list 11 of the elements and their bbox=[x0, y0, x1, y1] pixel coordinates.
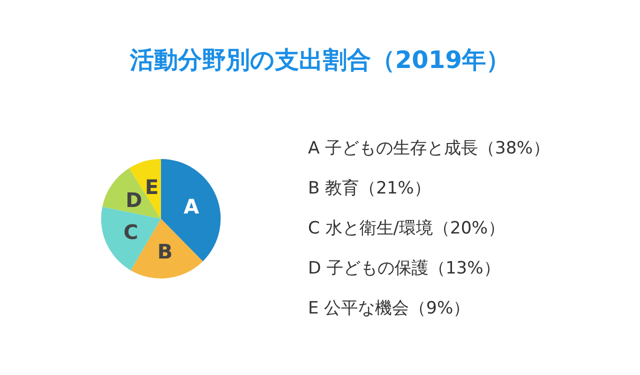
slice-label: A bbox=[184, 194, 200, 218]
text: 活動分野別の支出割合（2019年） bbox=[129, 46, 510, 74]
slice-label: E bbox=[144, 175, 159, 200]
text: C 水と衛生/環境（20%） bbox=[308, 218, 505, 238]
text: E 公平な機会（9%） bbox=[308, 298, 470, 318]
text: A 子どもの生存と成長（38%） bbox=[308, 138, 550, 158]
slice-label: C bbox=[124, 220, 138, 244]
slice-label: D bbox=[126, 188, 142, 212]
slice-label: B bbox=[157, 239, 173, 264]
text: D 子どもの保護（13%） bbox=[308, 258, 500, 278]
text: B 教育（21%） bbox=[308, 178, 431, 198]
